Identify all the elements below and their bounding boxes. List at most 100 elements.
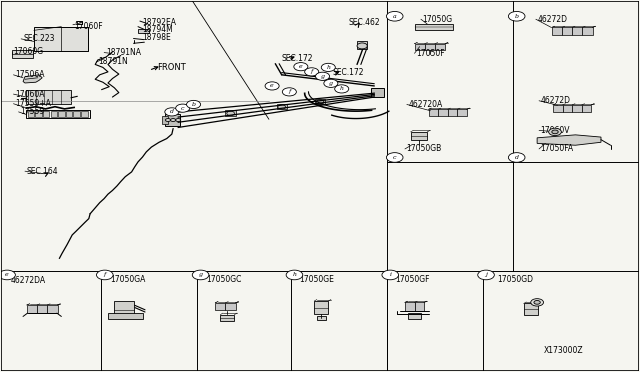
Bar: [425, 44, 435, 50]
Bar: [138, 29, 150, 33]
Circle shape: [534, 301, 540, 304]
Bar: [408, 314, 421, 319]
Bar: [553, 105, 563, 112]
Text: 18794M: 18794M: [143, 25, 173, 35]
Bar: [572, 105, 582, 112]
Bar: [26, 90, 71, 105]
Bar: [43, 111, 49, 118]
Text: 18798E: 18798E: [143, 33, 172, 42]
Bar: [357, 41, 367, 49]
Bar: [371, 88, 384, 97]
Circle shape: [192, 270, 209, 280]
Circle shape: [175, 104, 189, 112]
Text: 17050GD: 17050GD: [497, 275, 534, 284]
Circle shape: [186, 100, 200, 109]
Text: j: j: [485, 272, 487, 278]
Text: 17050GA: 17050GA: [111, 275, 146, 284]
Circle shape: [294, 62, 308, 71]
Bar: [317, 317, 326, 320]
Text: a: a: [393, 14, 397, 19]
Bar: [27, 305, 37, 313]
Bar: [563, 105, 572, 112]
Circle shape: [531, 299, 543, 306]
Bar: [66, 111, 72, 118]
Bar: [166, 114, 179, 126]
Text: i: i: [389, 272, 391, 278]
Bar: [115, 301, 134, 315]
Text: d: d: [515, 155, 518, 160]
Circle shape: [548, 128, 561, 136]
Text: SEC.164: SEC.164: [26, 167, 58, 176]
Circle shape: [305, 68, 319, 76]
Text: 17559: 17559: [20, 108, 44, 116]
Circle shape: [477, 270, 494, 280]
Text: 17050GE: 17050GE: [300, 275, 335, 284]
Circle shape: [508, 12, 525, 21]
Bar: [28, 111, 34, 118]
Text: f: f: [104, 272, 106, 278]
Bar: [74, 111, 80, 118]
Circle shape: [171, 119, 175, 122]
Text: 46272D: 46272D: [540, 96, 570, 105]
Text: 17559+A: 17559+A: [15, 99, 51, 108]
Circle shape: [357, 43, 367, 49]
Text: 46272D: 46272D: [537, 15, 567, 24]
Text: 462720A: 462720A: [408, 100, 442, 109]
Circle shape: [0, 270, 15, 280]
Text: 17060G: 17060G: [13, 47, 44, 56]
Text: c: c: [393, 155, 396, 160]
Circle shape: [265, 82, 279, 90]
Circle shape: [387, 153, 403, 162]
Text: c: c: [181, 106, 184, 111]
Text: 17050GF: 17050GF: [396, 275, 430, 284]
Bar: [458, 109, 467, 116]
Circle shape: [324, 79, 338, 87]
Circle shape: [335, 85, 349, 93]
Bar: [34, 27, 88, 51]
Circle shape: [286, 270, 303, 280]
Bar: [582, 105, 591, 112]
Text: 18791NA: 18791NA: [106, 48, 141, 57]
Text: 18791N: 18791N: [99, 57, 128, 66]
Bar: [162, 116, 168, 124]
Polygon shape: [23, 75, 42, 83]
Bar: [415, 302, 424, 311]
Text: h: h: [326, 65, 330, 70]
Circle shape: [321, 63, 335, 71]
Text: e: e: [270, 83, 274, 89]
Bar: [51, 111, 57, 118]
Text: 17506A: 17506A: [15, 70, 44, 79]
Text: 17060F: 17060F: [74, 22, 103, 31]
Bar: [220, 315, 234, 321]
Circle shape: [282, 88, 296, 96]
Text: g: g: [321, 74, 324, 79]
Text: h: h: [292, 272, 296, 278]
Text: SEC.172: SEC.172: [282, 54, 313, 62]
Text: 17050F: 17050F: [416, 49, 444, 58]
Bar: [225, 110, 236, 116]
Bar: [562, 28, 572, 35]
Bar: [429, 109, 438, 116]
Bar: [411, 132, 428, 140]
Text: g: g: [198, 272, 203, 278]
Bar: [58, 111, 65, 118]
Text: b: b: [191, 102, 196, 107]
Bar: [315, 99, 325, 104]
Bar: [35, 111, 42, 118]
Bar: [524, 304, 538, 315]
Text: SEC.172: SEC.172: [333, 68, 364, 77]
Text: d: d: [170, 109, 174, 114]
Bar: [81, 111, 88, 118]
Polygon shape: [537, 135, 601, 145]
Text: 18792EA: 18792EA: [143, 18, 177, 27]
Text: 17050GC: 17050GC: [206, 275, 242, 284]
Text: h: h: [340, 86, 344, 92]
Circle shape: [508, 153, 525, 162]
Text: 17060A: 17060A: [15, 90, 44, 99]
Bar: [552, 28, 562, 35]
Text: SEC.223: SEC.223: [23, 34, 54, 44]
Text: f: f: [288, 89, 291, 94]
Circle shape: [382, 270, 399, 280]
Bar: [572, 28, 582, 35]
Text: FRONT: FRONT: [157, 63, 186, 72]
